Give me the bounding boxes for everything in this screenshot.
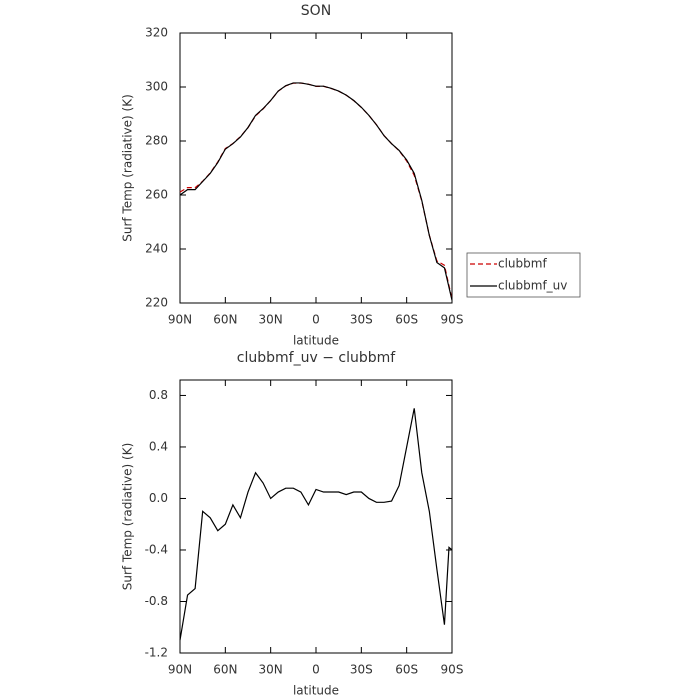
y-tick-label: -1.2 [145,646,168,660]
y-tick-label: 0.8 [149,388,168,402]
y-tick-label: 220 [145,296,168,310]
y-tick-label: 240 [145,242,168,256]
x-tick-label: 60S [395,663,418,677]
x-tick-label: 0 [312,663,320,677]
y-tick-label: 300 [145,80,168,94]
y-tick-label: -0.8 [145,594,168,608]
legend-label: clubbmf [498,257,547,271]
chart-title: SON [301,3,331,19]
x-tick-label: 60N [213,313,237,327]
y-tick-label: 280 [145,134,168,148]
y-axis-label: Surf Temp (radiative) (K) [121,94,135,242]
x-axis-label: latitude [293,684,339,698]
legend-label: clubbmf_uv [498,279,567,293]
y-tick-label: 260 [145,188,168,202]
x-tick-label: 90S [441,663,464,677]
x-tick-label: 30N [259,663,283,677]
x-tick-label: 0 [312,313,320,327]
y-axis-label: Surf Temp (radiative) (K) [121,443,135,591]
x-tick-label: 30N [259,313,283,327]
x-tick-label: 60S [395,313,418,327]
y-tick-label: 0.4 [149,439,168,453]
y-tick-label: 0.0 [149,491,168,505]
data-line [179,82,453,300]
x-tick-label: 90N [168,313,192,327]
data-line [179,82,453,301]
data-line [179,408,453,641]
x-tick-label: 90N [168,663,192,677]
y-tick-label: -0.4 [145,542,168,556]
x-tick-label: 30S [350,313,373,327]
x-tick-label: 60N [213,663,237,677]
x-axis-label: latitude [293,334,339,348]
legend-box [466,252,581,298]
x-tick-label: 30S [350,663,373,677]
chart-title: clubbmf_uv − clubbmf [237,350,396,366]
x-tick-label: 90S [441,313,464,327]
y-tick-label: 320 [145,26,168,40]
